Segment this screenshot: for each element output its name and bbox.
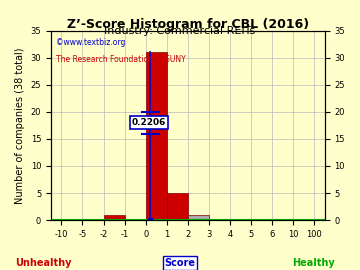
Y-axis label: Number of companies (38 total): Number of companies (38 total) bbox=[15, 47, 25, 204]
Bar bbox=[146, 52, 167, 220]
Text: The Research Foundation of SUNY: The Research Foundation of SUNY bbox=[57, 55, 186, 64]
Text: Industry: Commercial REITs: Industry: Commercial REITs bbox=[104, 26, 256, 36]
Bar bbox=[167, 193, 188, 220]
Bar bbox=[188, 215, 209, 220]
Text: Unhealthy: Unhealthy bbox=[15, 258, 71, 268]
Text: Score: Score bbox=[165, 258, 195, 268]
Text: 0.2206: 0.2206 bbox=[132, 118, 166, 127]
Title: Z’-Score Histogram for CBL (2016): Z’-Score Histogram for CBL (2016) bbox=[67, 18, 309, 31]
Text: Healthy: Healthy bbox=[292, 258, 334, 268]
Bar bbox=[104, 215, 125, 220]
Text: ©www.textbiz.org: ©www.textbiz.org bbox=[57, 38, 126, 47]
